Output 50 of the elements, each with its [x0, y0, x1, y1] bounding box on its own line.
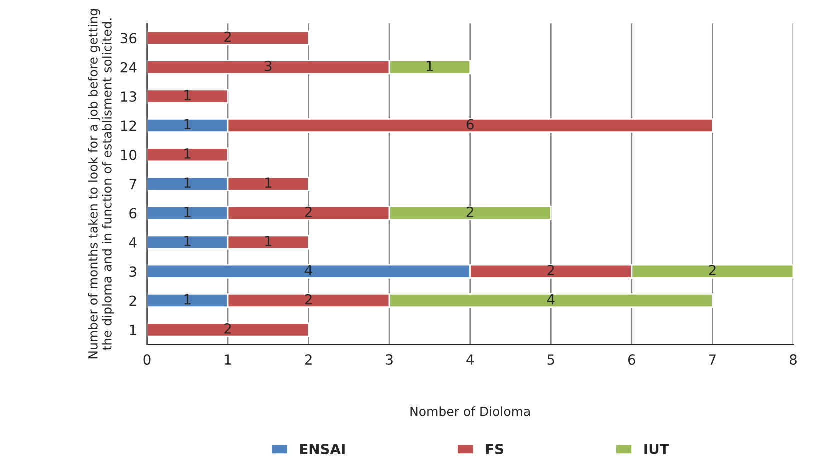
x-tick-label: 7: [709, 354, 716, 365]
data-label: 2: [305, 206, 312, 218]
legend-label: IUT: [644, 444, 670, 454]
data-label: 1: [427, 61, 434, 72]
data-label: 1: [266, 178, 272, 188]
x-tick-label: 6: [628, 354, 636, 366]
bar: [147, 89, 229, 104]
x-tick-label: 0: [144, 354, 151, 366]
bar: [147, 322, 310, 338]
data-label: 2: [709, 265, 716, 276]
y-axis-title: Number of months taken to look for a job before getting the diploma and in function of establisment solicited.: [88, 9, 114, 359]
data-label: 3: [265, 60, 272, 72]
y-tick-label: 13: [121, 92, 136, 102]
x-tick-label: 3: [386, 354, 393, 366]
y-tick-label: 7: [130, 179, 136, 190]
data-label: 1: [184, 119, 191, 130]
y-tick-label: 12: [121, 120, 136, 131]
y-tick-label: 36: [120, 33, 137, 44]
legend-label: FS: [486, 444, 504, 454]
legend-label: ENSAI: [300, 444, 345, 454]
y-tick-label: 2: [130, 296, 136, 306]
x-tick-label: 5: [548, 354, 554, 366]
data-label: 1: [184, 206, 191, 218]
y-tick-label: 3: [130, 266, 136, 278]
x-tick-label: 4: [466, 354, 474, 365]
x-tick-label: 2: [305, 354, 312, 365]
y-tick-label: 24: [120, 62, 137, 73]
data-label: 1: [184, 178, 191, 188]
y-tick-label: 10: [121, 150, 137, 160]
x-axis-title: Nomber of Dioloma: [410, 406, 530, 416]
data-label: 1: [184, 294, 191, 305]
data-label: 2: [224, 32, 232, 42]
data-label: 4: [547, 294, 555, 305]
x-tick-label: 8: [790, 354, 797, 366]
data-label: 2: [548, 265, 554, 276]
y-tick-label: 4: [129, 238, 137, 248]
y-tick-label: 1: [130, 325, 136, 336]
data-label: 4: [305, 265, 312, 276]
y-tick-label: 6: [130, 208, 137, 219]
bar: [147, 148, 229, 162]
data-label: 1: [184, 90, 191, 100]
data-label: 1: [266, 236, 272, 246]
data-label: 6: [466, 119, 474, 130]
data-label: 2: [466, 206, 474, 218]
data-label: 2: [224, 323, 232, 334]
data-label: 2: [305, 294, 312, 305]
x-tick-label: 1: [225, 354, 232, 365]
data-label: 1: [184, 148, 191, 159]
bar: [147, 30, 310, 46]
data-label: 1: [184, 236, 191, 246]
